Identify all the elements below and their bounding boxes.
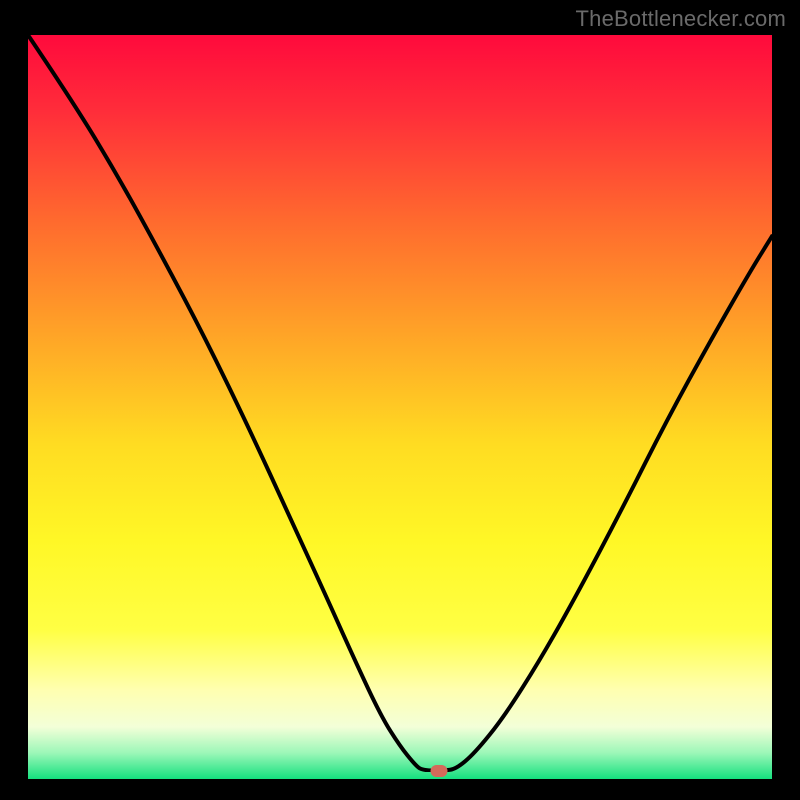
chart-frame: TheBottlenecker.com bbox=[0, 0, 800, 800]
optimum-marker bbox=[430, 765, 447, 777]
bottleneck-curve bbox=[28, 35, 772, 772]
plot-area bbox=[28, 35, 772, 772]
watermark-text: TheBottlenecker.com bbox=[576, 6, 786, 32]
